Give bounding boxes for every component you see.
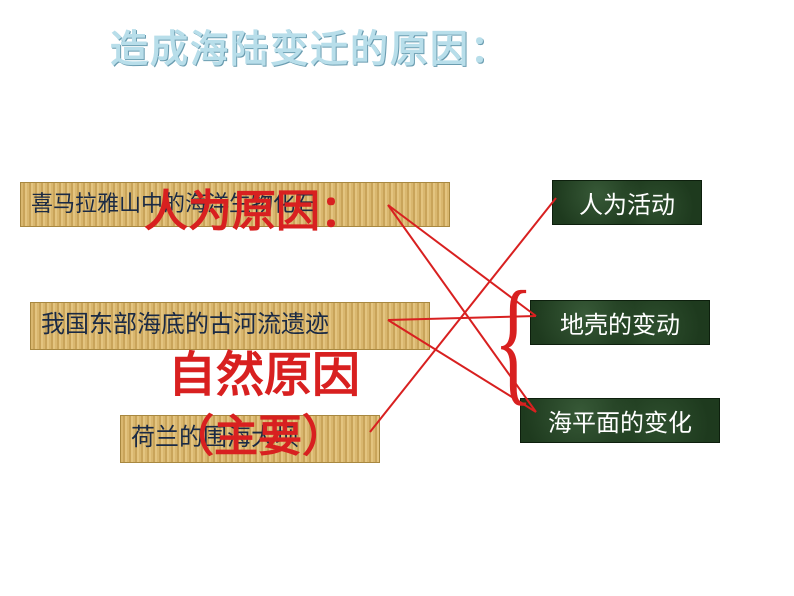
right-box-2: 地壳的变动 xyxy=(530,300,710,345)
right-box-3: 海平面的变化 xyxy=(520,398,720,443)
right-box-2-text: 地壳的变动 xyxy=(560,313,680,339)
right-box-3-text: 海平面的变化 xyxy=(548,411,692,437)
right-box-1: 人为活动 xyxy=(552,180,702,225)
right-box-1-text: 人为活动 xyxy=(579,193,675,219)
brace-icon: { xyxy=(493,260,533,421)
overlay-primary: （主要） xyxy=(170,400,346,464)
overlay-human-cause: 人为原因： xyxy=(144,175,364,239)
connection-lines xyxy=(0,0,794,596)
overlay-natural-cause: 自然原因 xyxy=(168,335,360,405)
page-title: 造成海陆变迁的原因： xyxy=(110,18,510,73)
